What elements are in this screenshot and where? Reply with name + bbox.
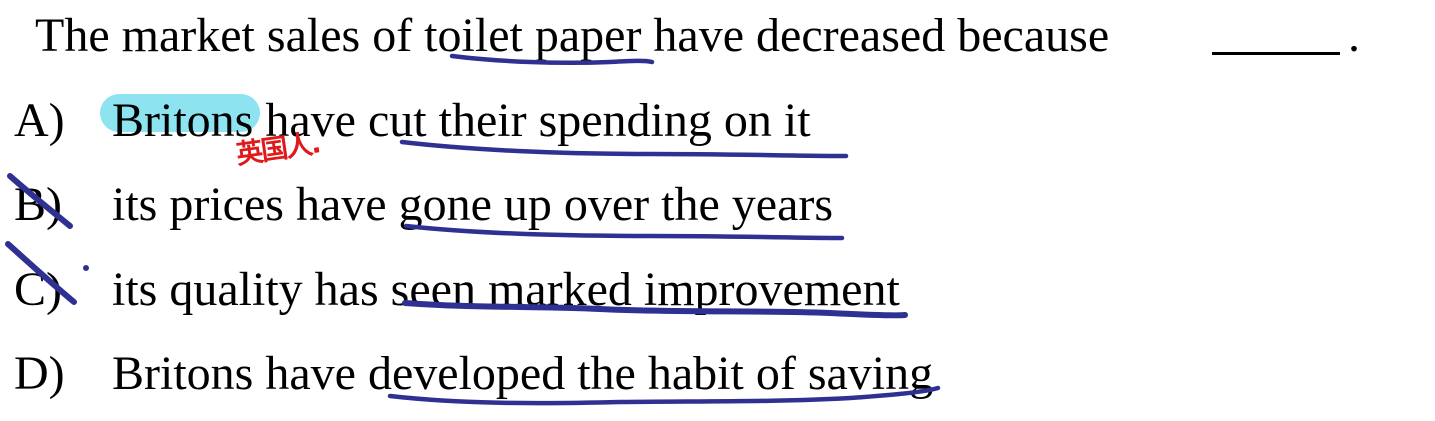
option-d-text: Britons have developed the habit of savi… xyxy=(112,347,934,400)
britons-highlight xyxy=(100,94,260,132)
option-c-text: its quality has seen marked improvement xyxy=(112,263,900,316)
option-a-text: Britons have cut their spending on it xyxy=(112,94,811,147)
option-c-letter: C) xyxy=(14,263,62,316)
option-d-letter: D) xyxy=(14,347,65,400)
option-b-text: its prices have gone up over the years xyxy=(112,178,834,231)
pen-dot xyxy=(83,265,89,271)
option-a-letter: A) xyxy=(14,94,65,147)
question-stem: The market sales of toilet paper have de… xyxy=(35,9,1110,62)
option-b-letter: B) xyxy=(14,178,62,231)
answer-blank xyxy=(1212,52,1340,55)
stem-period: . xyxy=(1348,9,1360,62)
